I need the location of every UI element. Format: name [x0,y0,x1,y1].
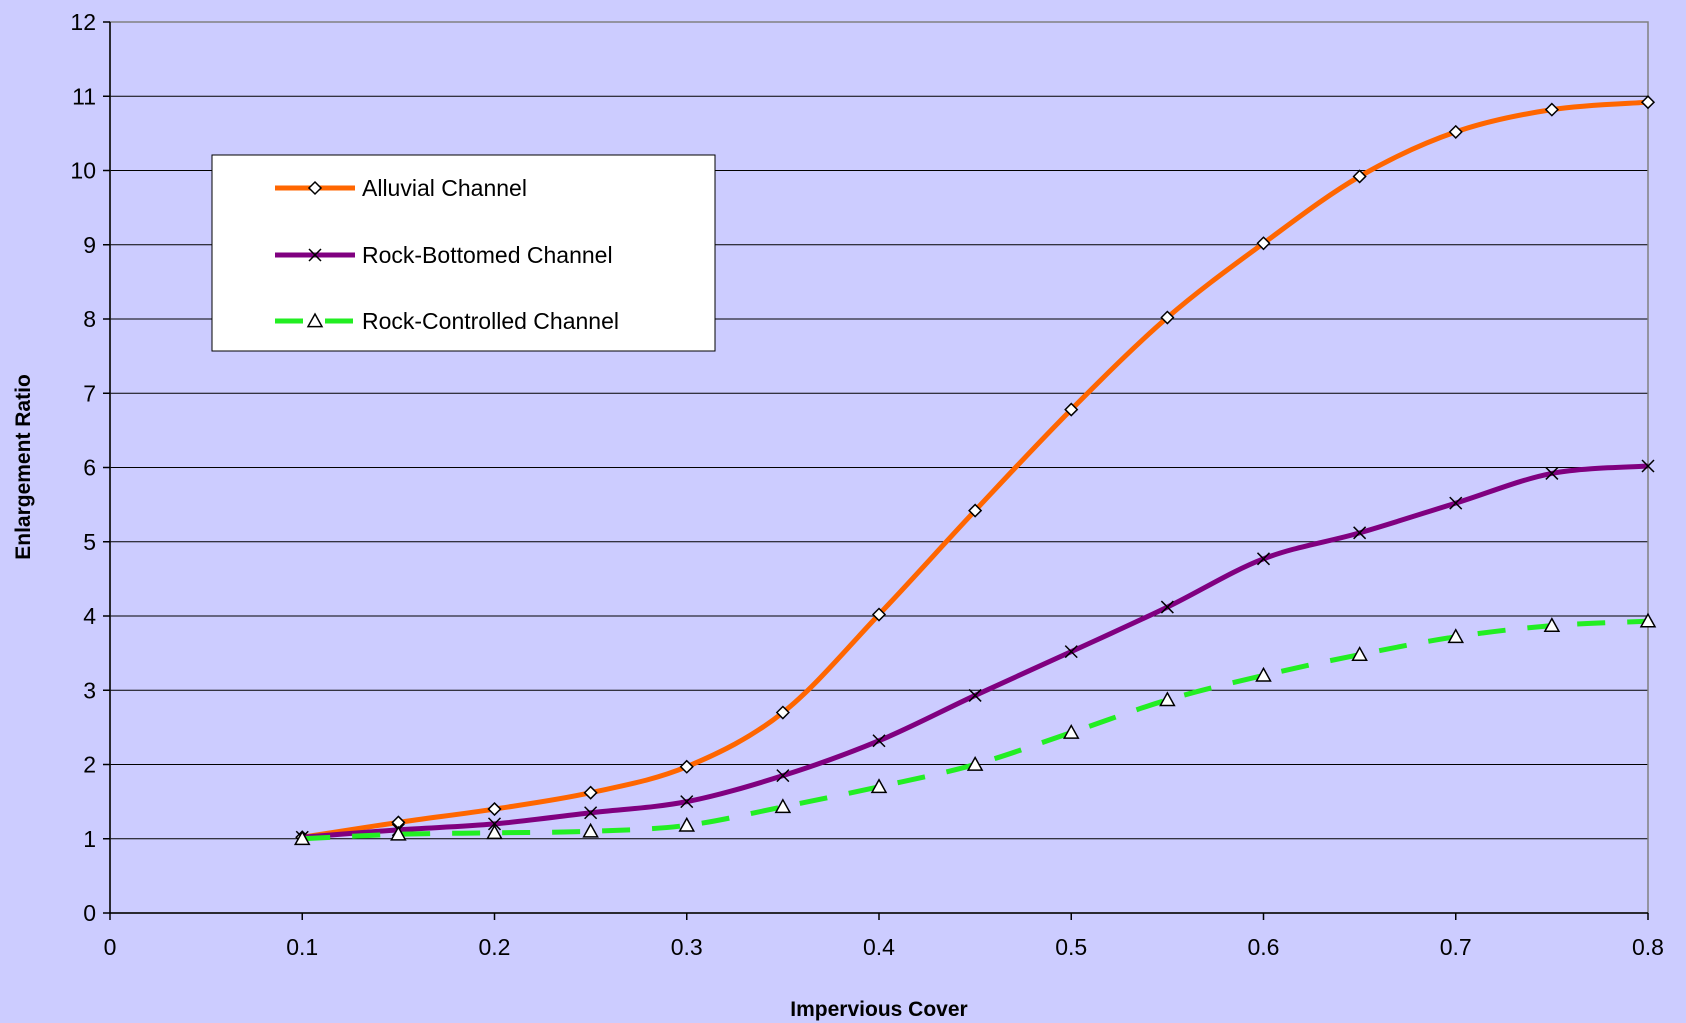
y-axis-title: Enlargement Ratio [12,374,35,560]
y-tick-label: 4 [83,603,96,629]
series-line [302,618,1649,842]
data-point [775,705,790,720]
legend-label: Rock-Bottomed Channel [362,242,613,268]
x-axis-title: Impervious Cover [790,998,967,1021]
data-point [1639,612,1657,628]
data-point [584,806,598,820]
series-line [302,463,1649,840]
data-point [1543,617,1561,633]
x-tick-label: 0.5 [1055,934,1087,960]
y-tick-label: 8 [83,306,96,332]
legend-item-1: Rock-Bottomed Channel [275,242,613,268]
data-point [1256,236,1271,251]
data-point [872,734,886,748]
data-point [968,688,982,702]
y-tick-label: 11 [72,83,96,109]
data-point [486,824,503,840]
data-point [968,503,983,518]
data-point [966,755,984,771]
data-point [1256,552,1271,566]
gridlines [110,95,1648,840]
data-point [1352,169,1367,184]
data-point [1353,526,1367,540]
data-point [1351,646,1368,661]
data-point [1160,310,1175,325]
legend-label: Alluvial Channel [362,175,527,201]
x-tick-label: 0.7 [1440,934,1472,960]
y-tick-label: 2 [83,752,96,778]
data-point [680,795,694,809]
legend-label: Rock-Controlled Channel [362,308,619,334]
y-tick-label: 0 [83,900,96,926]
data-point [583,785,598,800]
y-tick-label: 1 [83,826,96,852]
y-tick-label: 9 [83,232,96,258]
series-2 [293,612,1657,846]
x-tick-label: 0.3 [671,934,703,960]
data-point [293,830,311,846]
data-point [1448,124,1463,139]
legend-marker [306,312,324,328]
legend-item-0: Alluvial Channel [275,175,527,201]
x-tick-label: 0.2 [479,934,511,960]
legend-marker [307,180,323,196]
data-point [1062,724,1080,739]
y-tick-label: 10 [70,158,96,184]
y-tick-label: 12 [70,9,96,35]
x-tick-label: 0 [104,934,117,960]
data-point [390,825,407,841]
data-point [1545,466,1559,480]
y-tick-label: 5 [83,529,96,555]
series-1 [295,459,1655,844]
data-point [1449,496,1463,510]
data-point [582,822,599,838]
x-tick-label: 0.1 [286,934,318,960]
x-tick-label: 0.6 [1248,934,1280,960]
data-point [1641,459,1655,473]
series-group [293,95,1657,846]
data-point [1640,95,1656,110]
y-tick-label: 6 [83,455,96,481]
data-point [1160,600,1174,614]
y-tick-label: 3 [83,677,96,703]
data-point [487,801,502,817]
data-point [1064,645,1078,659]
data-point [1255,666,1272,682]
legend-marker [308,248,322,262]
data-point [1447,628,1465,644]
x-tick-label: 0.8 [1632,934,1664,960]
data-point [1159,691,1176,707]
x-tick-label: 0.4 [863,934,895,960]
data-point [776,769,790,783]
data-point [1544,102,1559,117]
data-point [679,759,694,774]
y-tick-label: 7 [83,380,96,406]
data-point [774,798,792,814]
legend: Alluvial Channel Rock-Bottomed Channel Roc… [211,154,716,352]
data-point [1064,402,1079,417]
data-point [870,778,888,794]
legend-item-2: Rock-Controlled Channel [275,308,619,334]
data-point [678,816,696,832]
data-point [871,607,887,622]
data-point [487,817,502,831]
